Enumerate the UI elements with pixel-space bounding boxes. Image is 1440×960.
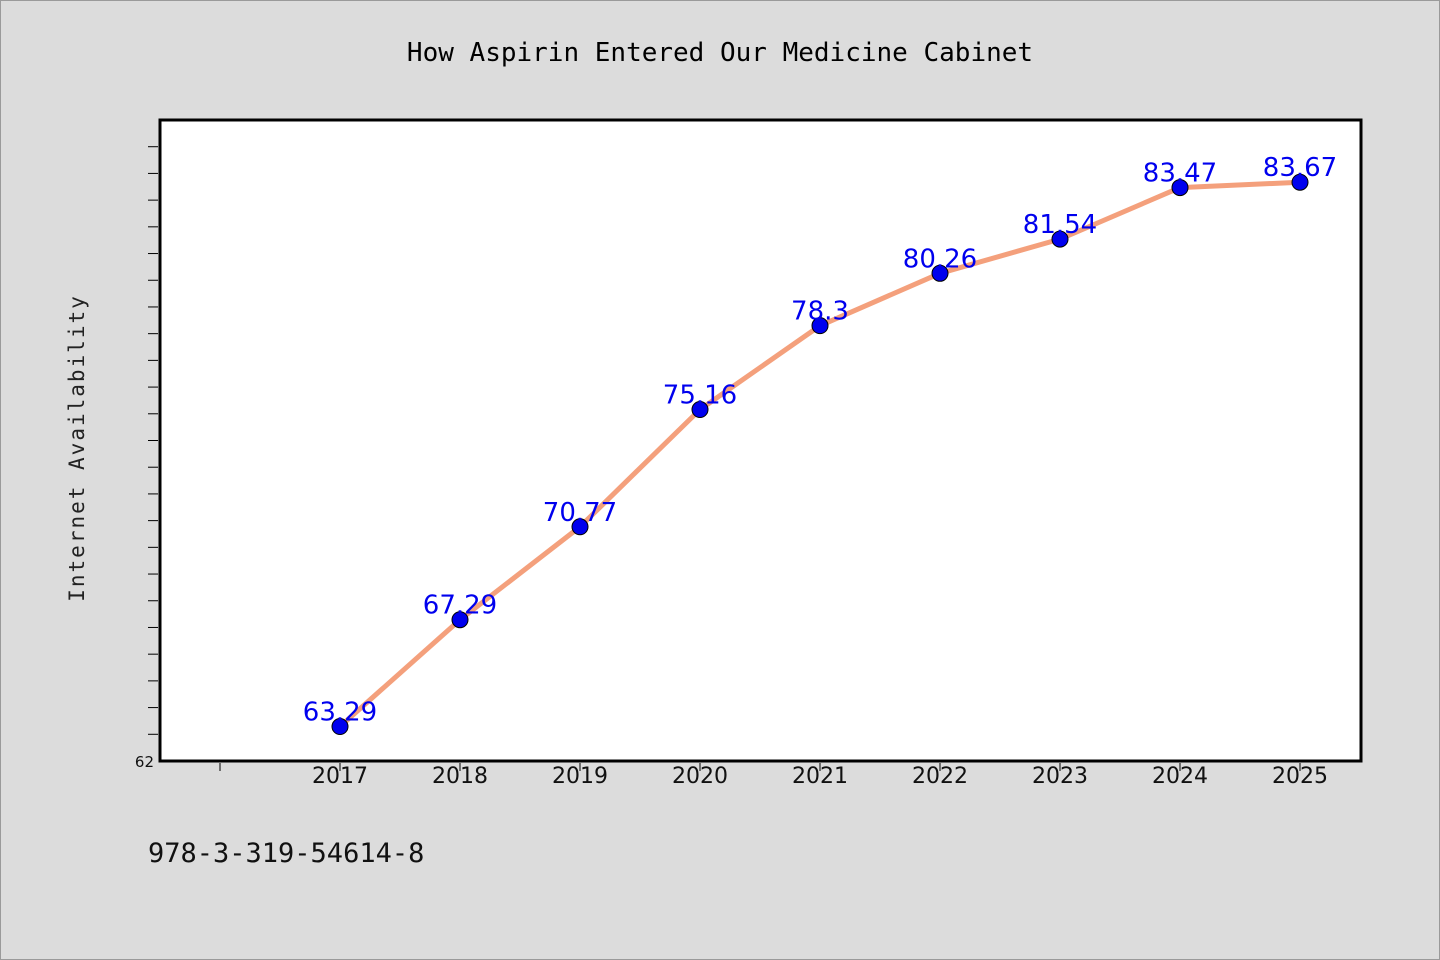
data-point [931,264,949,282]
data-label: 75.16 [663,381,737,411]
x-tick-label: 2021 [792,764,848,789]
x-tick-label: 2018 [432,764,488,789]
data-label: 80.26 [903,244,977,274]
data-labels: 63.29 67.29 70.77 75.16 78.3 80.26 81.54 83.47 8… [303,153,1337,727]
x-axis-ticks: 2017 2018 2019 2020 2021 2022 2023 2024 2025 [219,763,1328,789]
data-label: 81.54 [1023,210,1097,240]
data-point [811,317,829,335]
data-point [451,611,469,629]
x-tick-label: 2025 [1272,764,1328,789]
x-tick-label: 2023 [1032,764,1088,789]
data-label: 78.3 [791,297,849,327]
data-point [571,518,589,536]
data-point [691,401,709,419]
data-label: 83.67 [1263,153,1337,183]
x-tick-label: 2022 [912,764,968,789]
isbn-footer: 978-3-319-54614-8 [148,838,424,869]
x-tick-label: 2019 [552,764,608,789]
x-tick-label: 2017 [312,764,368,789]
data-label: 63.29 [303,698,377,728]
series-layer [331,173,1309,736]
data-point [1291,173,1309,191]
data-label: 70.77 [543,498,617,528]
plot-area [158,118,1363,763]
y-axis-label: Internet Availability [65,294,89,602]
data-label: 67.29 [423,591,497,621]
data-label: 83.47 [1143,159,1217,189]
data-point [331,718,349,736]
y-tick-label: 62 [135,753,154,771]
chart-title: How Aspirin Entered Our Medicine Cabinet [407,38,1033,68]
data-point [1171,179,1189,197]
y-axis-ticks: 62 [135,146,158,771]
x-tick-label: 2024 [1152,764,1208,789]
data-point [1051,230,1069,248]
x-tick-label: 2020 [672,764,728,789]
